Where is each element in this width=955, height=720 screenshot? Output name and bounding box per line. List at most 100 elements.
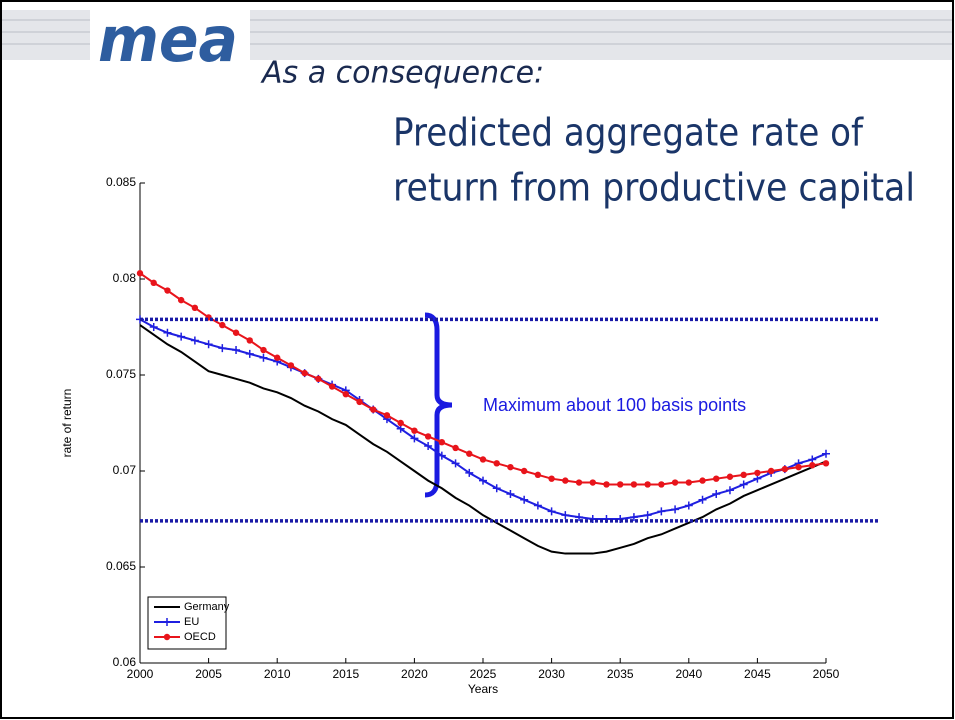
title-line: Predicted aggregate rate of	[393, 111, 864, 155]
data-point	[163, 328, 172, 337]
data-point	[684, 501, 693, 510]
data-point	[629, 513, 638, 522]
x-tick-label: 2010	[264, 667, 291, 681]
x-tick-label: 2040	[675, 667, 702, 681]
data-point	[644, 481, 651, 488]
x-tick-label: 2020	[401, 667, 428, 681]
data-point	[246, 337, 253, 344]
data-point	[603, 481, 610, 488]
title-line: return from productive capital	[393, 166, 915, 210]
data-point	[493, 460, 500, 467]
data-point	[479, 456, 487, 463]
data-point	[643, 511, 652, 520]
data-point	[561, 511, 570, 520]
data-point	[177, 332, 186, 341]
data-point	[712, 490, 721, 499]
y-tick-label: 0.08	[113, 271, 137, 285]
data-point	[177, 296, 185, 304]
data-point	[754, 469, 761, 477]
y-tick-label: 0.07	[113, 463, 137, 477]
data-point	[328, 383, 336, 390]
x-tick-label: 2000	[127, 667, 154, 681]
data-point	[232, 329, 240, 336]
x-axis-label: Years	[468, 682, 498, 696]
data-point	[274, 354, 281, 361]
data-point	[575, 513, 584, 522]
x-tick-label: 2030	[538, 667, 565, 681]
data-point	[795, 463, 802, 471]
data-point	[149, 323, 158, 331]
data-point	[370, 406, 377, 413]
data-point	[492, 484, 501, 493]
data-point	[437, 451, 446, 460]
data-point	[204, 340, 213, 349]
data-point	[781, 465, 789, 473]
data-point	[520, 495, 529, 504]
data-point	[190, 336, 199, 345]
legend-marker	[163, 633, 171, 641]
data-point	[219, 321, 226, 329]
data-point	[767, 467, 775, 475]
data-point	[164, 287, 171, 294]
data-point	[713, 475, 720, 482]
y-axis-label: rate of return	[60, 389, 74, 458]
data-point	[424, 433, 432, 440]
data-point	[410, 434, 419, 443]
data-point	[315, 375, 322, 383]
subtitle: As a consequence:	[260, 56, 544, 91]
data-point	[698, 495, 707, 504]
y-tick-label: 0.065	[106, 559, 136, 573]
data-point	[506, 490, 515, 499]
x-tick-label: 2035	[607, 667, 634, 681]
data-point	[739, 480, 748, 489]
data-point	[452, 444, 459, 452]
data-point	[260, 346, 267, 354]
data-point	[575, 479, 583, 486]
data-point	[438, 439, 446, 446]
data-point	[520, 467, 528, 475]
legend-label: Germany	[184, 601, 230, 613]
annotation: Maximum about 100 basis points	[483, 395, 746, 415]
data-point	[725, 486, 734, 495]
data-point	[658, 481, 665, 488]
data-point	[218, 344, 227, 353]
data-point	[809, 462, 816, 469]
data-point	[479, 476, 487, 485]
legend-marker	[163, 618, 171, 626]
x-tick-label: 2005	[195, 667, 222, 681]
data-point	[589, 479, 596, 486]
data-point	[397, 419, 404, 427]
data-point	[562, 477, 569, 484]
data-point	[547, 507, 556, 516]
header-band	[2, 10, 952, 70]
data-point	[342, 391, 349, 398]
y-tick-label: 0.085	[106, 175, 136, 189]
data-point	[191, 304, 199, 311]
x-tick-label: 2015	[332, 667, 359, 681]
data-point	[699, 477, 706, 484]
data-point	[822, 460, 830, 467]
data-point	[671, 479, 679, 486]
series-line	[139, 324, 827, 555]
data-point	[726, 473, 734, 480]
x-tick-label: 2025	[470, 667, 497, 681]
logo: mea	[98, 3, 238, 76]
data-point	[534, 471, 542, 479]
data-point	[150, 279, 157, 287]
data-point	[411, 427, 418, 434]
data-point	[136, 270, 144, 277]
data-point	[657, 507, 666, 516]
data-point	[548, 475, 555, 482]
legend-label: EU	[184, 616, 199, 628]
data-point	[630, 481, 638, 488]
logo-background	[90, 10, 250, 70]
legend-label: OECD	[184, 631, 216, 643]
data-point	[685, 479, 692, 486]
data-point	[356, 398, 363, 406]
data-point	[533, 501, 542, 510]
data-point	[740, 471, 747, 479]
y-tick-label: 0.06	[113, 655, 137, 669]
data-point	[466, 450, 473, 457]
